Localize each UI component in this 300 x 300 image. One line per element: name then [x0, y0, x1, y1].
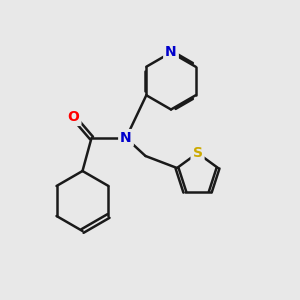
Text: O: O	[68, 110, 80, 124]
Text: N: N	[120, 131, 132, 145]
Text: N: N	[165, 46, 177, 59]
Text: S: S	[193, 146, 202, 160]
